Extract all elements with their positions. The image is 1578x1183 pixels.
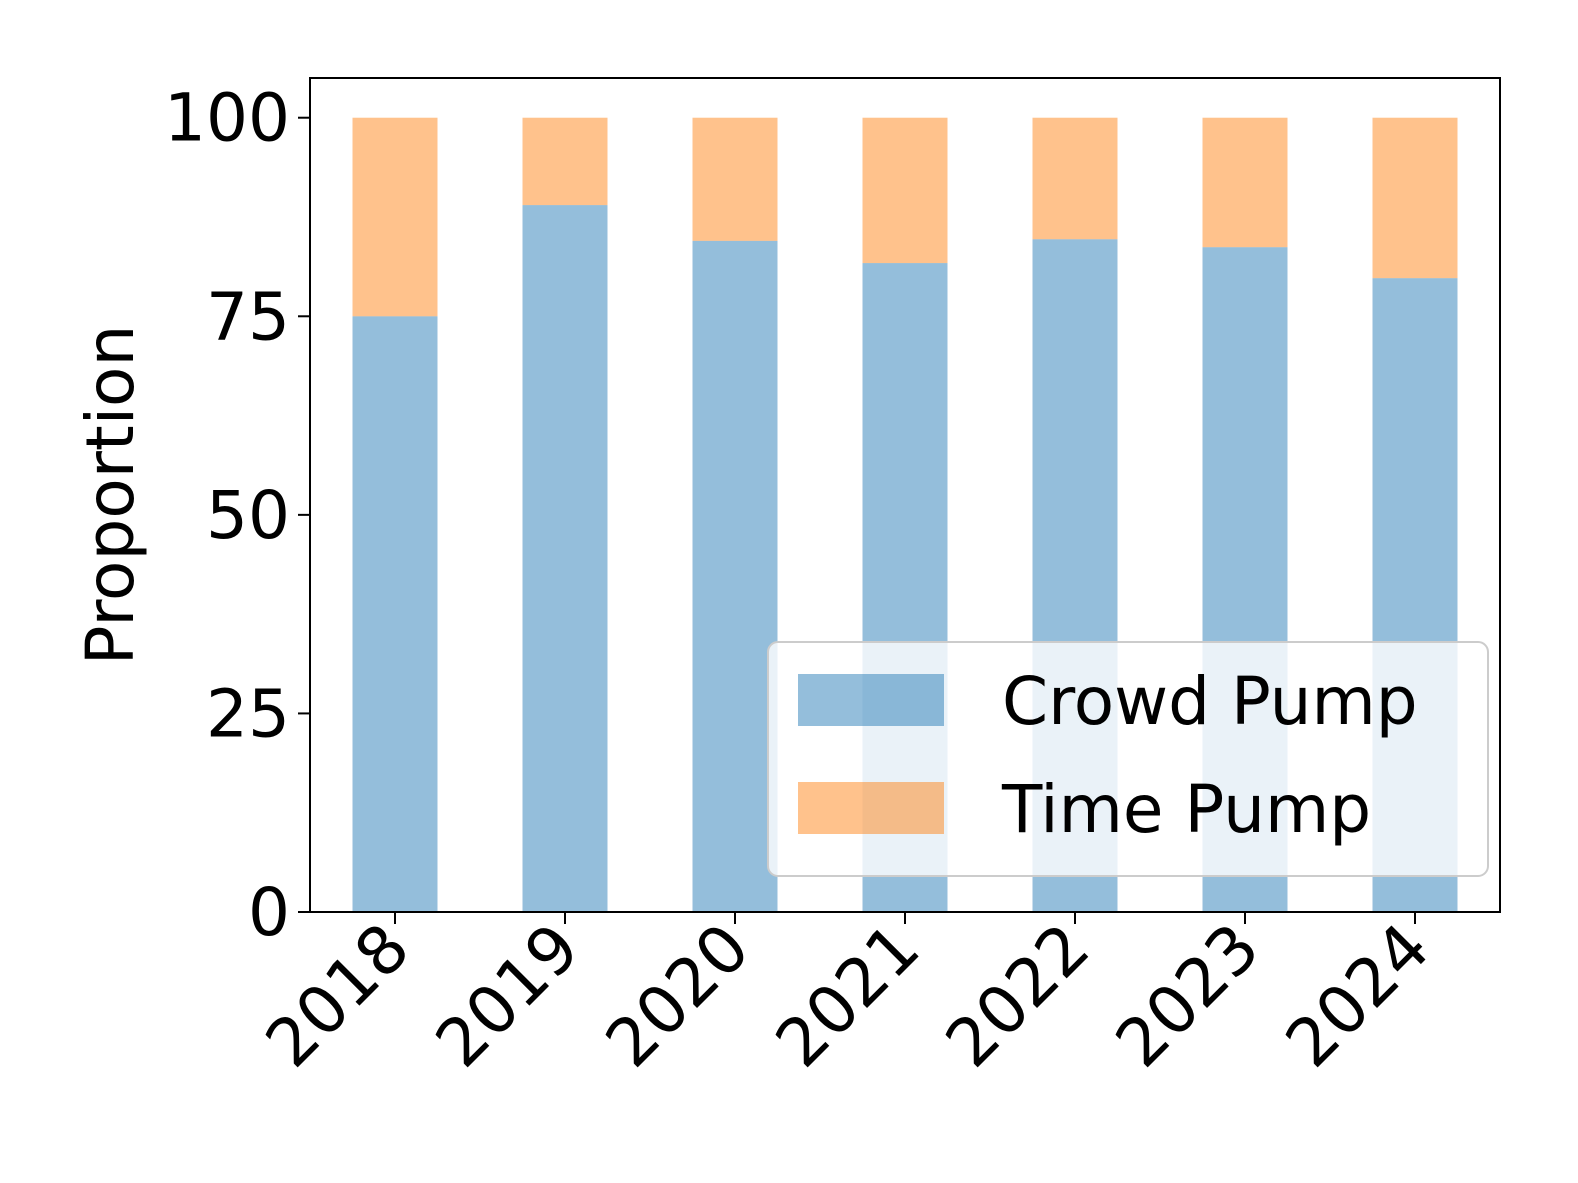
legend-swatch-time-pump xyxy=(798,782,944,834)
y-tick-label-100: 100 xyxy=(164,80,290,157)
bar-crowd-pump-2020 xyxy=(692,240,778,913)
bar-time-pump-2021 xyxy=(862,117,948,264)
y-tick-label-0: 0 xyxy=(248,874,290,951)
bar-time-pump-2024 xyxy=(1372,117,1458,279)
y-tick-label-75: 75 xyxy=(206,278,290,355)
bar-crowd-pump-2018 xyxy=(352,316,438,912)
legend-label-time-pump: Time Pump xyxy=(1001,771,1371,848)
bar-time-pump-2020 xyxy=(692,117,778,241)
legend: Crowd Pump Time Pump xyxy=(767,641,1489,877)
y-axis-ticks: 0 25 50 75 100 xyxy=(164,80,310,951)
y-tick-label-25: 25 xyxy=(206,675,290,752)
bar-time-pump-2023 xyxy=(1202,117,1288,248)
bar-time-pump-2018 xyxy=(352,117,438,317)
y-tick-label-50: 50 xyxy=(206,477,290,554)
legend-box xyxy=(767,641,1489,877)
bar-time-pump-2022 xyxy=(1032,117,1118,240)
legend-label-crowd-pump: Crowd Pump xyxy=(1002,663,1418,740)
bar-crowd-pump-2019 xyxy=(522,205,608,913)
legend-swatch-crowd-pump xyxy=(798,674,944,726)
bar-time-pump-2019 xyxy=(522,117,608,206)
y-axis-label: Proportion xyxy=(72,325,149,666)
